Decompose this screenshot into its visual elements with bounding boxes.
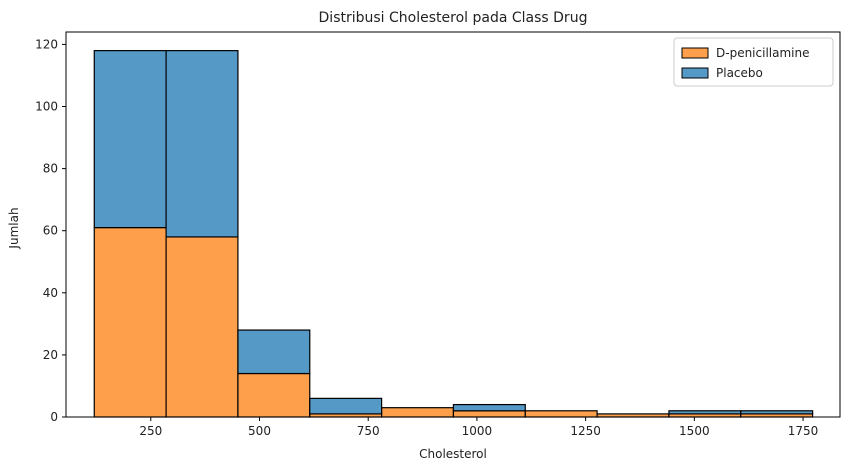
x-tick-label-1250: 1250 [570,424,601,438]
x-tick-label-1500: 1500 [679,424,710,438]
chart-title: Distribusi Cholesterol pada Class Drug [319,10,588,26]
bar-placebo-bin-1 [93,50,167,229]
legend-box [673,37,834,87]
x-tick-label-750: 750 [357,424,380,438]
x-tick-label-500: 500 [248,424,271,438]
x-tick-label-1000: 1000 [462,424,493,438]
bar-placebo-bin-3 [237,329,311,375]
x-axis-label: Cholesterol [419,447,487,461]
bar-placebo-bin-2 [165,50,239,238]
y-tick-label-100: 100 [35,100,58,114]
bar-placebo-bin-9 [668,410,742,415]
bar-d-penicillamine-bin-7 [524,410,598,418]
x-tick-label-1750: 1750 [788,424,819,438]
y-tick-label-60: 60 [43,224,58,238]
bar-placebo-bin-10 [740,410,814,415]
y-tick-label-20: 20 [43,348,58,362]
legend-swatch-d-penicillamine [681,47,709,59]
bar-d-penicillamine-bin-2 [165,236,239,418]
y-axis: 0 20 40 60 80 100 120 [35,37,66,424]
legend-label-placebo: Placebo [716,66,763,80]
bar-d-penicillamine-bin-5 [381,407,455,418]
y-tick-label-120: 120 [35,37,58,51]
bar-d-penicillamine-bin-3 [237,372,311,418]
y-tick-label-0: 0 [50,410,58,424]
y-tick-label-80: 80 [43,162,58,176]
legend-label-d-penicillamine: D-penicillamine [716,46,809,60]
bar-d-penicillamine-bin-6 [452,410,526,418]
bar-placebo-bin-4 [309,397,383,415]
bars-group [93,50,814,418]
bar-d-penicillamine-bin-1 [93,227,167,418]
legend: D-penicillamine Placebo [673,37,834,87]
y-tick-label-40: 40 [43,286,58,300]
y-axis-label: Jumlah [7,207,21,249]
bar-placebo-bin-6 [452,403,526,412]
x-tick-label-250: 250 [139,424,162,438]
plot-frame [65,31,841,418]
x-axis: 250 500 750 1000 1250 1500 1750 [139,417,818,438]
legend-swatch-placebo [681,67,709,79]
